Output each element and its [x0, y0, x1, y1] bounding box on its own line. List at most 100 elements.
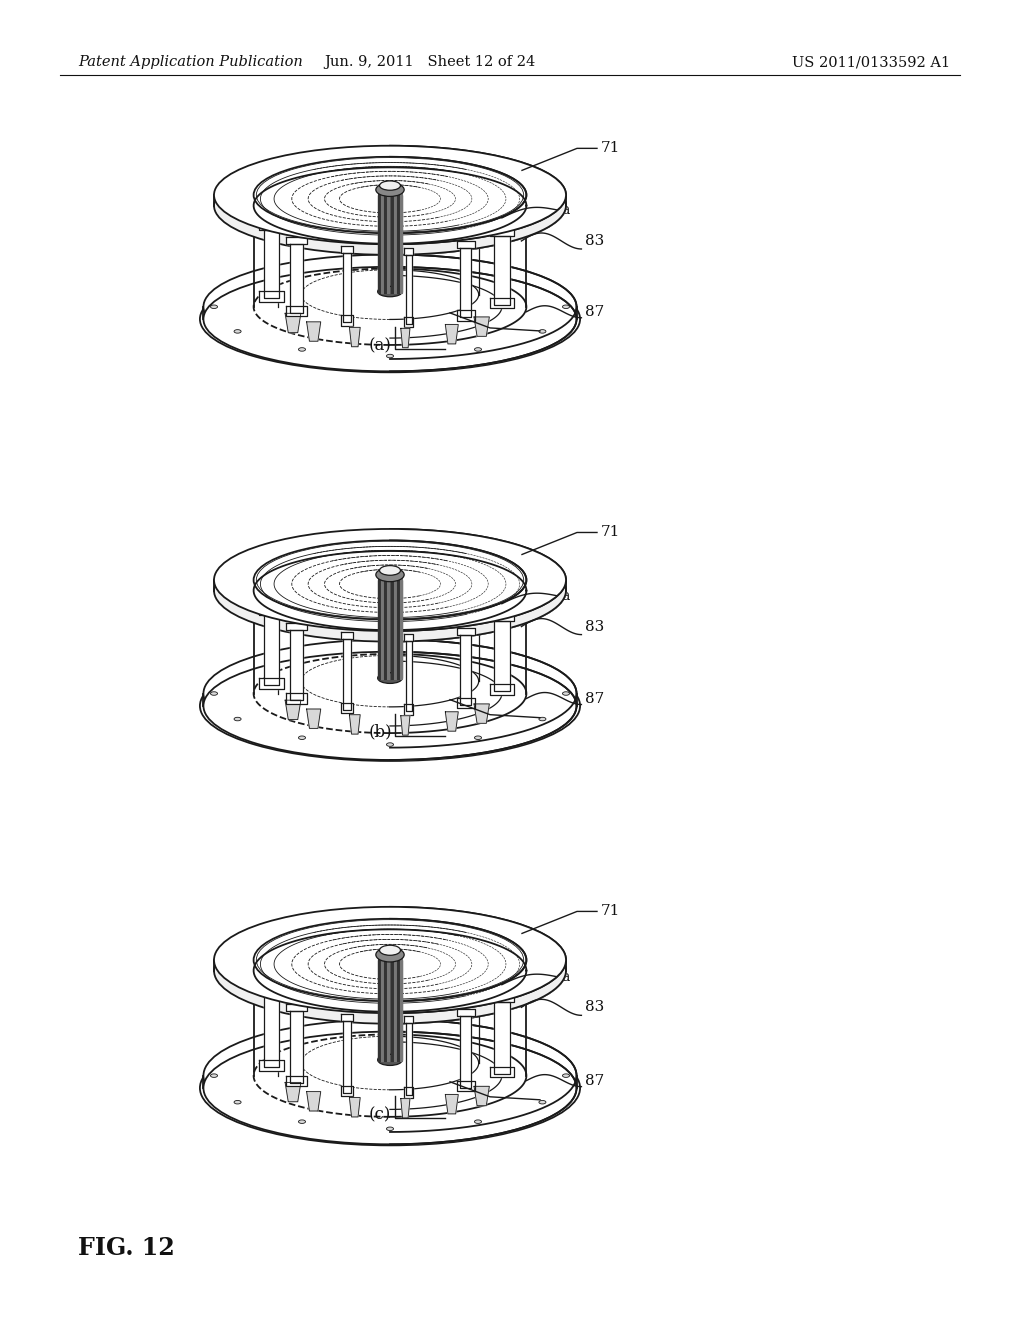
Polygon shape: [457, 627, 474, 635]
Text: 83: 83: [586, 234, 604, 248]
Ellipse shape: [214, 917, 566, 1024]
Polygon shape: [341, 315, 353, 326]
Ellipse shape: [254, 919, 526, 1001]
Polygon shape: [474, 704, 489, 723]
Polygon shape: [259, 292, 284, 302]
Polygon shape: [474, 317, 489, 337]
Polygon shape: [285, 700, 301, 719]
Ellipse shape: [211, 1074, 217, 1077]
Text: 87: 87: [586, 1073, 604, 1088]
Ellipse shape: [256, 920, 523, 1001]
Text: US 2011/0133592 A1: US 2011/0133592 A1: [792, 55, 950, 69]
Polygon shape: [378, 579, 402, 678]
Polygon shape: [343, 639, 351, 710]
Ellipse shape: [376, 948, 404, 962]
Ellipse shape: [298, 1119, 305, 1123]
Ellipse shape: [214, 156, 566, 255]
Polygon shape: [341, 1014, 353, 1020]
Polygon shape: [390, 550, 526, 733]
Ellipse shape: [211, 305, 217, 309]
Polygon shape: [390, 540, 526, 630]
Polygon shape: [460, 1016, 471, 1088]
Text: (c): (c): [369, 1106, 391, 1123]
Polygon shape: [406, 255, 412, 323]
Text: 83: 83: [586, 619, 604, 634]
Ellipse shape: [298, 347, 305, 351]
Polygon shape: [404, 1088, 414, 1098]
Polygon shape: [460, 635, 471, 705]
Text: 87: 87: [586, 305, 604, 318]
Ellipse shape: [254, 157, 526, 234]
Text: 87: 87: [586, 692, 604, 705]
Ellipse shape: [386, 743, 393, 746]
Ellipse shape: [214, 145, 566, 244]
Polygon shape: [306, 322, 321, 341]
Ellipse shape: [474, 737, 481, 739]
Polygon shape: [263, 230, 280, 298]
Polygon shape: [290, 1011, 303, 1082]
Polygon shape: [445, 711, 459, 731]
Polygon shape: [404, 248, 414, 255]
Polygon shape: [404, 1015, 414, 1023]
Polygon shape: [343, 1020, 351, 1093]
Polygon shape: [490, 1067, 514, 1077]
Polygon shape: [400, 329, 410, 347]
Text: (a): (a): [369, 337, 391, 354]
Ellipse shape: [378, 286, 402, 297]
Polygon shape: [495, 1002, 510, 1073]
Polygon shape: [457, 242, 474, 248]
Polygon shape: [406, 642, 412, 711]
Ellipse shape: [380, 565, 400, 576]
Polygon shape: [349, 1097, 360, 1117]
Ellipse shape: [204, 1019, 577, 1133]
Text: a: a: [561, 203, 569, 216]
Ellipse shape: [562, 692, 569, 696]
Polygon shape: [457, 1081, 474, 1092]
Text: Jun. 9, 2011   Sheet 12 of 24: Jun. 9, 2011 Sheet 12 of 24: [325, 55, 536, 69]
Ellipse shape: [234, 717, 241, 721]
Ellipse shape: [204, 267, 577, 371]
Ellipse shape: [378, 673, 402, 684]
Polygon shape: [290, 630, 303, 700]
Ellipse shape: [474, 1119, 481, 1123]
Polygon shape: [490, 614, 514, 622]
Polygon shape: [490, 228, 514, 236]
Polygon shape: [495, 236, 510, 305]
Polygon shape: [285, 1082, 301, 1102]
Text: 81: 81: [543, 323, 562, 338]
Polygon shape: [343, 253, 351, 322]
Text: Patent Application Publication: Patent Application Publication: [78, 55, 303, 69]
Text: FIG. 12: FIG. 12: [78, 1236, 175, 1261]
Polygon shape: [349, 327, 360, 347]
Polygon shape: [341, 702, 353, 713]
Polygon shape: [490, 297, 514, 308]
Ellipse shape: [562, 1074, 569, 1077]
Polygon shape: [378, 961, 402, 1060]
Polygon shape: [341, 1085, 353, 1096]
Polygon shape: [390, 157, 526, 244]
Text: 84: 84: [449, 1111, 467, 1125]
Ellipse shape: [474, 347, 481, 351]
Text: 81: 81: [543, 1093, 562, 1106]
Polygon shape: [263, 615, 280, 685]
Polygon shape: [390, 529, 566, 642]
Polygon shape: [341, 247, 353, 253]
Polygon shape: [457, 310, 474, 321]
Polygon shape: [390, 168, 526, 345]
Polygon shape: [490, 995, 514, 1002]
Polygon shape: [390, 929, 526, 1117]
Ellipse shape: [376, 183, 404, 197]
Ellipse shape: [211, 692, 217, 696]
Text: 71: 71: [601, 525, 621, 540]
Polygon shape: [287, 693, 307, 704]
Polygon shape: [445, 1094, 459, 1114]
Ellipse shape: [380, 181, 400, 190]
Text: (b): (b): [369, 723, 392, 741]
Text: 84: 84: [449, 342, 467, 356]
Polygon shape: [390, 907, 566, 1024]
Ellipse shape: [539, 1101, 546, 1104]
Text: a: a: [561, 589, 569, 603]
Ellipse shape: [254, 540, 526, 619]
Ellipse shape: [378, 1055, 402, 1065]
Polygon shape: [404, 317, 414, 327]
